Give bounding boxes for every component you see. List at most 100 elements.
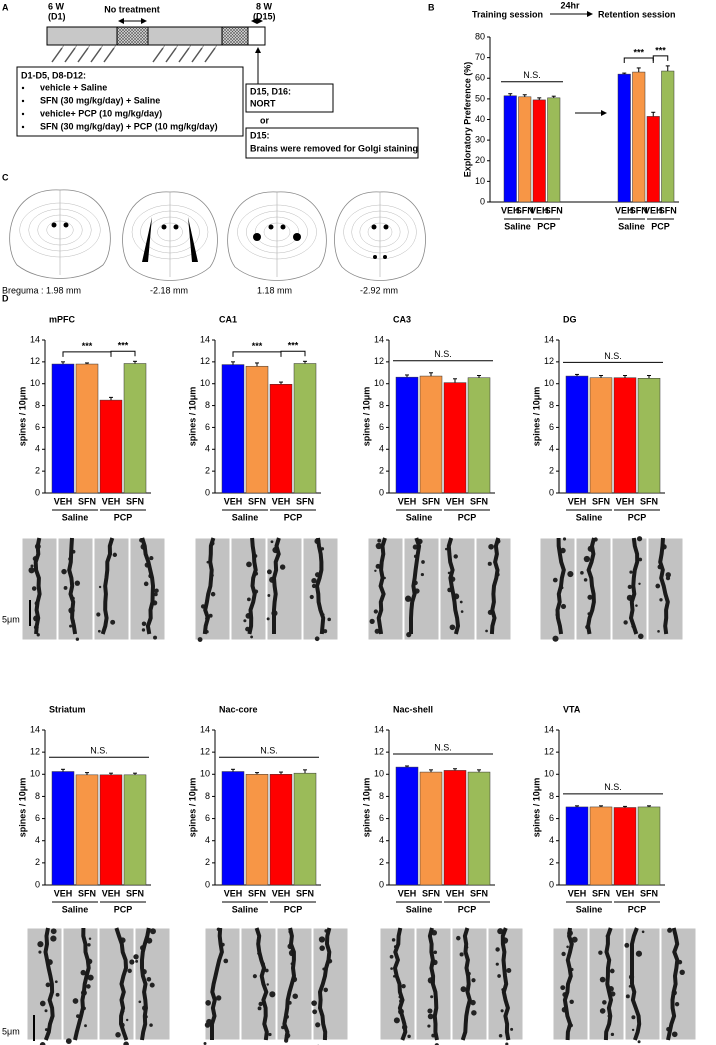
spine (627, 584, 632, 590)
bar (518, 96, 532, 203)
chart-title: VTA (563, 704, 581, 714)
spine (471, 1010, 477, 1016)
brain-region (37, 214, 83, 246)
x-tick-label: SFN (126, 888, 144, 898)
spine (636, 536, 643, 542)
x-tick-label: SFN (470, 888, 488, 898)
dendrite (140, 537, 156, 635)
x-tick-label: VEH (54, 496, 73, 506)
spine (369, 618, 375, 624)
spine (655, 583, 661, 589)
x-tick-label: VEH (398, 496, 417, 506)
spine (80, 969, 87, 976)
group-label: PCP (114, 904, 133, 914)
x-tick-label: SFN (470, 496, 488, 506)
spine (657, 630, 660, 633)
brain-region (157, 222, 183, 242)
spine (625, 994, 630, 999)
y-tick-label: 10 (544, 769, 554, 779)
bar (419, 771, 443, 886)
micrograph (539, 537, 576, 641)
dendrite (210, 927, 224, 1040)
spine (215, 995, 222, 1001)
spine (599, 1008, 606, 1014)
x-tick-label: SFN (516, 205, 534, 215)
spine (587, 594, 593, 600)
spine (133, 954, 139, 960)
spine (309, 594, 314, 600)
spine (497, 928, 504, 935)
micrograph (98, 927, 135, 1041)
significance-bracket (62, 351, 112, 357)
bar (632, 71, 646, 203)
y-tick-label: 8 (379, 400, 384, 410)
spine (268, 1032, 272, 1037)
x-tick-label: SFN (592, 888, 610, 898)
spine (54, 980, 58, 984)
micrograph (230, 537, 267, 641)
y-axis-label: spines / 10μm (361, 778, 371, 838)
spine (205, 1000, 211, 1006)
label: D15, D16: (250, 86, 291, 96)
dendrite (314, 537, 326, 635)
dendrite (43, 927, 55, 1041)
brain-region (359, 216, 401, 248)
y-tick-label: 2 (549, 466, 554, 476)
brain-region (131, 204, 209, 260)
annotation: N.S. (604, 351, 622, 361)
y-tick-label: 0 (205, 879, 210, 889)
y-tick-label: 12 (200, 747, 210, 757)
syringe (103, 47, 115, 63)
group-label: PCP (114, 512, 133, 522)
chart-title: mPFC (49, 314, 76, 324)
bullet (21, 99, 25, 103)
bar (589, 806, 613, 886)
bullet (21, 125, 25, 129)
brain-region (28, 208, 92, 252)
syringe-tip (188, 44, 192, 49)
annotation: *** (82, 341, 93, 351)
y-tick-label: 8 (549, 400, 554, 410)
syringe-tip (113, 44, 117, 49)
bar (245, 365, 269, 494)
y-tick-label: 10 (200, 769, 210, 779)
y-tick-label: 4 (205, 444, 210, 454)
spine (453, 554, 458, 559)
syringe (204, 47, 216, 63)
chart-title: Nac-core (219, 704, 258, 714)
y-tick-label: 12 (544, 356, 554, 366)
bar (245, 774, 269, 886)
group-label: PCP (537, 221, 556, 231)
annotation: N.S. (604, 782, 622, 792)
spine (50, 935, 57, 942)
y-tick-label: 8 (205, 400, 210, 410)
x-tick-label: VEH (224, 496, 243, 506)
spine (311, 578, 317, 584)
y-tick-label: 6 (549, 422, 554, 432)
spine (270, 540, 274, 544)
group-label: PCP (284, 904, 303, 914)
spine (631, 1015, 636, 1020)
ventricle (142, 217, 198, 262)
spine (583, 578, 588, 582)
spine (38, 950, 42, 954)
schedule-box (16, 66, 244, 137)
panel-label: B (428, 2, 435, 12)
bar (589, 377, 613, 494)
group-label: Saline (576, 904, 603, 914)
label: SFN (30 mg/kg/day) + Saline (40, 95, 160, 105)
group-label: PCP (628, 904, 647, 914)
section-label: Breguma : 1.98 mm (2, 285, 81, 295)
spine (143, 581, 149, 587)
spine (485, 629, 488, 633)
bar (613, 807, 637, 886)
y-tick-label: 10 (374, 769, 384, 779)
site (173, 224, 179, 230)
spine (560, 985, 566, 991)
syringe-tip (175, 44, 179, 49)
x-tick-label: VEH (446, 496, 465, 506)
x-tick-label: VEH (272, 888, 291, 898)
x-tick-label: VEH (102, 496, 121, 506)
spine (37, 941, 44, 948)
session-label: Training session (472, 9, 543, 19)
